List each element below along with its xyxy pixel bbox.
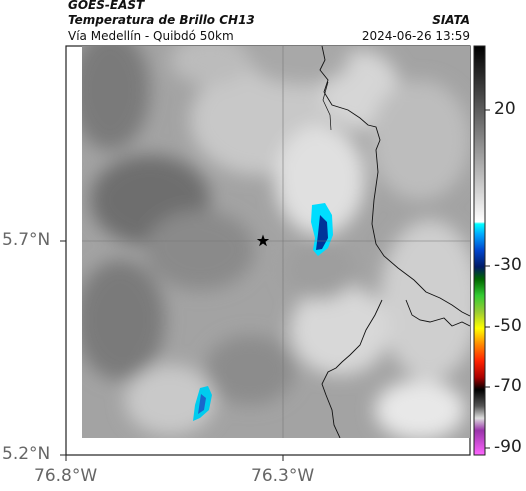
satellite-title: GOES-EAST xyxy=(68,0,145,12)
lat-label: 5.2°N xyxy=(2,444,51,464)
colorbar-label: -90 xyxy=(494,437,522,457)
lon-label: 76.3°W xyxy=(251,466,315,486)
colorbar-label: -50 xyxy=(494,316,522,336)
colorbar xyxy=(473,45,486,456)
lat-label: 5.7°N xyxy=(2,230,51,250)
border-line xyxy=(321,299,383,438)
cloud-field xyxy=(82,46,470,438)
region-label: Vía Medellín - Quibdó 50km xyxy=(68,29,234,43)
colorbar-label: -30 xyxy=(494,255,522,275)
product-title: Temperatura de Brillo CH13 xyxy=(68,13,255,27)
border-line xyxy=(405,299,470,327)
star-icon xyxy=(256,234,270,247)
source-label: SIATA xyxy=(432,13,470,27)
border-line xyxy=(322,81,332,131)
colorbar-label: -70 xyxy=(494,376,522,396)
lon-label: 76.8°W xyxy=(34,466,98,486)
border-line xyxy=(319,46,470,317)
datetime-label: 2024-06-26 13:59 xyxy=(361,29,470,43)
colorbar-label: 20 xyxy=(494,99,516,119)
